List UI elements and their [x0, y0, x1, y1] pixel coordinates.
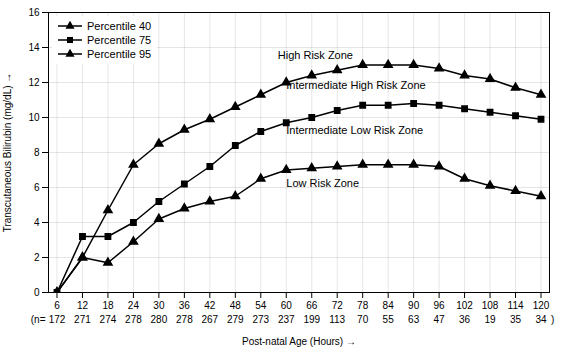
html-text:Percentile 75: Percentile 75	[87, 34, 152, 46]
svg-text:267: 267	[201, 314, 218, 325]
svg-text:34: 34	[535, 314, 547, 325]
svg-text:): )	[551, 314, 554, 325]
svg-text:12: 12	[28, 77, 40, 88]
svg-text:279: 279	[227, 314, 244, 325]
svg-text:6: 6	[34, 182, 40, 193]
svg-text:6: 6	[54, 300, 60, 311]
svg-text:90: 90	[408, 300, 420, 311]
svg-text:172: 172	[49, 314, 66, 325]
svg-text:14: 14	[28, 42, 40, 53]
svg-text:48: 48	[230, 300, 242, 311]
svg-text:36: 36	[459, 314, 471, 325]
html-text:Percentile 40: Percentile 40	[87, 20, 152, 32]
svg-text:102: 102	[456, 300, 473, 311]
svg-text:55: 55	[383, 314, 395, 325]
svg-text:47: 47	[434, 314, 446, 325]
svg-text:60: 60	[281, 300, 293, 311]
svg-text:35: 35	[510, 314, 522, 325]
svg-text:2: 2	[34, 252, 40, 263]
svg-text:Low Risk Zone: Low Risk Zone	[286, 177, 359, 189]
svg-text:271: 271	[74, 314, 91, 325]
svg-text:0: 0	[34, 287, 40, 298]
svg-text:78: 78	[357, 300, 369, 311]
svg-text:16: 16	[28, 7, 40, 18]
svg-text:237: 237	[278, 314, 295, 325]
svg-text:Intermediate High Risk Zone: Intermediate High Risk Zone	[286, 79, 425, 91]
svg-text:12: 12	[77, 300, 89, 311]
svg-text:84: 84	[383, 300, 395, 311]
svg-text:70: 70	[357, 314, 369, 325]
svg-text:72: 72	[332, 300, 344, 311]
svg-text:Transcutaneous Bilirubin (mg/d: Transcutaneous Bilirubin (mg/dL) →	[2, 73, 13, 233]
svg-text:High Risk Zone: High Risk Zone	[278, 49, 353, 61]
svg-text:96: 96	[434, 300, 446, 311]
svg-text:(n=: (n=	[31, 314, 46, 325]
svg-text:199: 199	[303, 314, 320, 325]
svg-text:280: 280	[151, 314, 168, 325]
svg-text:8: 8	[34, 147, 40, 158]
svg-text:19: 19	[484, 314, 496, 325]
svg-text:4: 4	[34, 217, 40, 228]
svg-text:120: 120	[533, 300, 550, 311]
svg-text:30: 30	[153, 300, 165, 311]
svg-text:42: 42	[204, 300, 216, 311]
html-text:Percentile 95: Percentile 95	[87, 48, 152, 60]
svg-text:108: 108	[482, 300, 499, 311]
svg-text:278: 278	[176, 314, 193, 325]
svg-text:66: 66	[306, 300, 318, 311]
svg-text:273: 273	[252, 314, 269, 325]
svg-text:10: 10	[28, 112, 40, 123]
svg-text:114: 114	[508, 300, 524, 311]
svg-text:278: 278	[125, 314, 142, 325]
svg-text:Post-natal Age (Hours) →: Post-natal Age (Hours) →	[242, 336, 356, 347]
svg-text:Intermediate Low Risk Zone: Intermediate Low Risk Zone	[286, 124, 423, 136]
svg-text:63: 63	[408, 314, 420, 325]
svg-text:274: 274	[100, 314, 117, 325]
svg-text:36: 36	[179, 300, 191, 311]
svg-text:54: 54	[255, 300, 267, 311]
svg-text:18: 18	[102, 300, 114, 311]
svg-text:24: 24	[128, 300, 140, 311]
svg-text:113: 113	[329, 314, 345, 325]
